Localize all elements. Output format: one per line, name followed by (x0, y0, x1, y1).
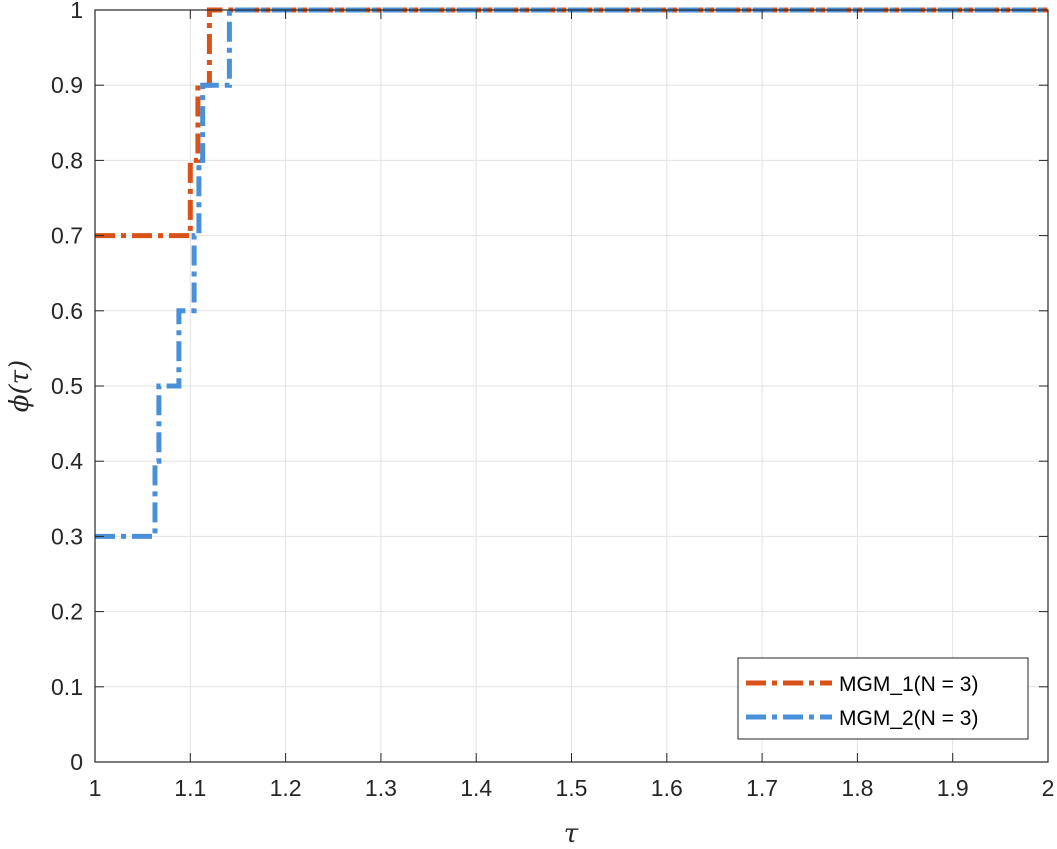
x-tick-label: 2 (1042, 775, 1055, 801)
y-tick-label: 1 (70, 0, 83, 23)
legend-box (737, 657, 1029, 740)
x-tick-label: 1 (89, 775, 102, 801)
y-tick-label: 0.4 (51, 448, 83, 474)
x-tick-label: 1.8 (841, 775, 873, 801)
x-axis-title: τ (564, 819, 579, 849)
x-tick-label: 1.4 (460, 775, 492, 801)
x-tick-label: 1.5 (556, 775, 588, 801)
y-tick-label: 0.8 (51, 147, 83, 173)
series-layer (95, 7, 1048, 539)
x-tick-label: 1.3 (365, 775, 397, 801)
y-tick-label: 0.5 (51, 373, 83, 399)
legend-label-mgm2: MGM_2(N = 3) (839, 707, 978, 730)
x-tick-label: 1.7 (746, 775, 778, 801)
y-tick-label: 0.3 (51, 523, 83, 549)
x-tick-label: 1.1 (174, 775, 206, 801)
y-tick-label: 0.2 (51, 599, 83, 625)
y-tick-label: 0.6 (51, 298, 83, 324)
y-tick-label: 0.7 (51, 223, 83, 249)
x-tick-label: 1.2 (270, 775, 302, 801)
x-axis: 1 1.1 1.2 1.3 1.4 1.5 1.6 1.7 1.8 1.9 2 (89, 10, 1055, 801)
x-tick-label: 1.6 (651, 775, 683, 801)
y-tick-label: 0.1 (51, 674, 83, 700)
x-tick-label: 1.9 (937, 775, 969, 801)
y-axis-title: ϕ(τ) (5, 360, 35, 412)
legend: MGM_1(N = 3) MGM_2(N = 3) (737, 657, 1029, 740)
legend-label-mgm1: MGM_1(N = 3) (839, 673, 978, 696)
y-tick-label: 0.9 (51, 72, 83, 98)
series-line-2 (95, 7, 1048, 539)
y-tick-label: 0 (70, 749, 83, 775)
y-axis: 0 0.1 0.2 0.3 0.4 0.5 0.6 0.7 0.8 0.9 1 (51, 0, 1048, 775)
series-line-1 (95, 7, 1048, 239)
